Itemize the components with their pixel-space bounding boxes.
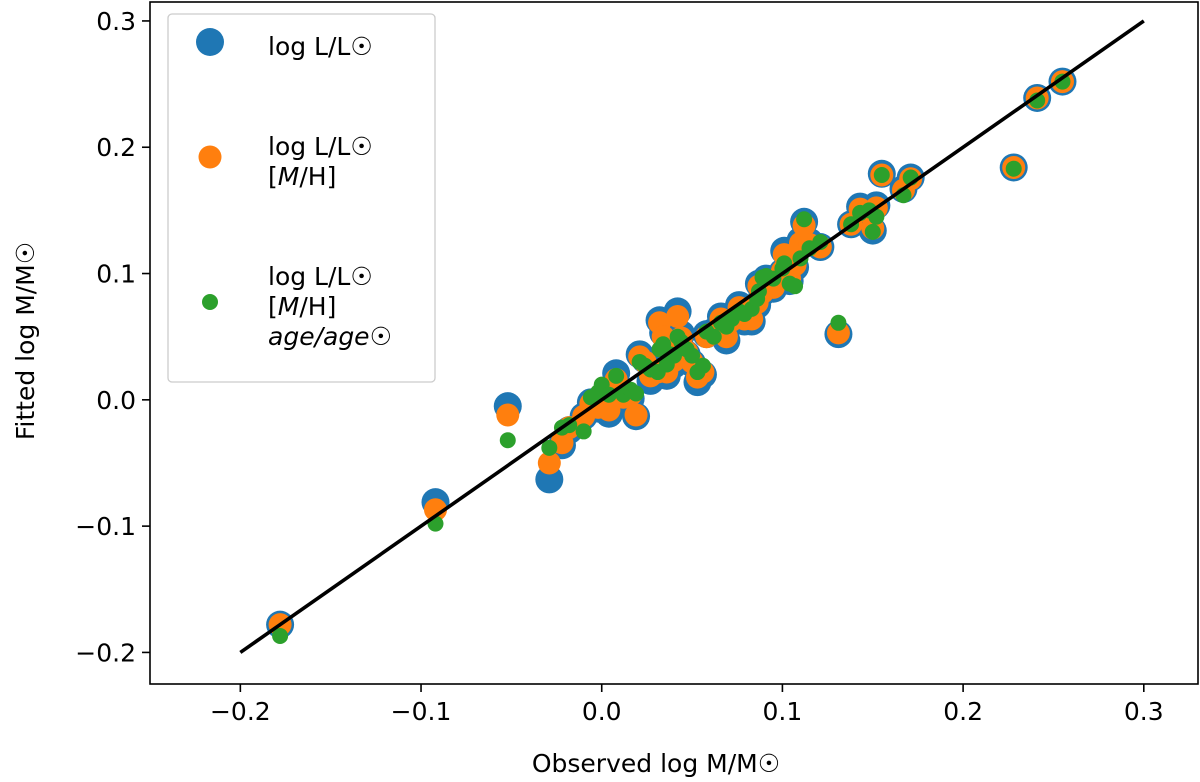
data-point — [873, 167, 890, 184]
legend-label: age/age☉ — [268, 322, 392, 351]
y-tick-label: −0.2 — [75, 638, 136, 667]
x-tick-label: 0.3 — [1124, 697, 1164, 726]
legend-label: [M/H] — [268, 162, 336, 191]
legend-label: log L/L☉ — [268, 132, 373, 161]
legend-entries: log L/L☉log L/L☉[M/H]log L/L☉[M/H]age/ag… — [196, 28, 392, 351]
data-point — [1005, 160, 1022, 177]
data-point — [624, 403, 648, 427]
y-tick-label: −0.1 — [75, 512, 136, 541]
data-point — [1054, 73, 1071, 90]
y-tick-label: 0.1 — [96, 260, 136, 289]
legend-marker — [196, 28, 224, 56]
legend-label: [M/H] — [268, 292, 336, 321]
data-point — [541, 439, 558, 456]
legend-marker — [202, 294, 218, 310]
x-tick-label: −0.1 — [391, 697, 452, 726]
data-point — [787, 278, 804, 295]
data-point — [496, 403, 520, 427]
data-point — [423, 498, 447, 522]
legend: log L/L☉log L/L☉[M/H]log L/L☉[M/H]age/ag… — [167, 13, 436, 383]
reference-line-layer — [239, 19, 1145, 654]
x-tick-label: −0.2 — [210, 697, 271, 726]
data-point — [684, 347, 701, 364]
y-axis: −0.2 −0.1 0.0 0.1 0.2 0.3 — [75, 7, 150, 667]
data-point — [830, 314, 847, 331]
x-tick-label: 0.0 — [582, 697, 622, 726]
legend-entry-1: log L/L☉ — [196, 28, 373, 61]
data-point — [608, 367, 625, 384]
legend-entry-3: log L/L☉[M/H]age/age☉ — [202, 262, 392, 351]
data-point — [694, 357, 711, 374]
data-point — [537, 451, 561, 475]
legend-box — [167, 13, 436, 383]
y-tick-label: 0.3 — [96, 7, 136, 36]
data-point — [628, 385, 645, 402]
data-point — [575, 423, 592, 440]
y-axis-label: Fitted log M/M☉ — [11, 242, 40, 440]
data-point — [864, 223, 881, 240]
data-point — [666, 304, 690, 328]
data-point — [796, 211, 813, 228]
x-axis: −0.2 −0.1 0.0 0.1 0.2 0.3 — [210, 684, 1164, 726]
one-to-one-line — [239, 19, 1145, 654]
legend-marker — [198, 145, 222, 169]
plot-frame — [149, 1, 1199, 685]
x-tick-label: 0.2 — [943, 697, 983, 726]
x-axis-label: Observed log M/M☉ — [532, 749, 780, 778]
y-tick-label: 0.2 — [96, 133, 136, 162]
legend-label: log L/L☉ — [268, 32, 373, 61]
y-tick-label: 0.0 — [96, 386, 136, 415]
x-tick-label: 0.1 — [763, 697, 803, 726]
data-point — [705, 328, 722, 345]
data-point — [535, 465, 564, 494]
legend-entry-2: log L/L☉[M/H] — [198, 132, 373, 191]
data-point — [272, 628, 289, 645]
data-point — [499, 432, 516, 449]
legend-label: log L/L☉ — [268, 262, 373, 291]
